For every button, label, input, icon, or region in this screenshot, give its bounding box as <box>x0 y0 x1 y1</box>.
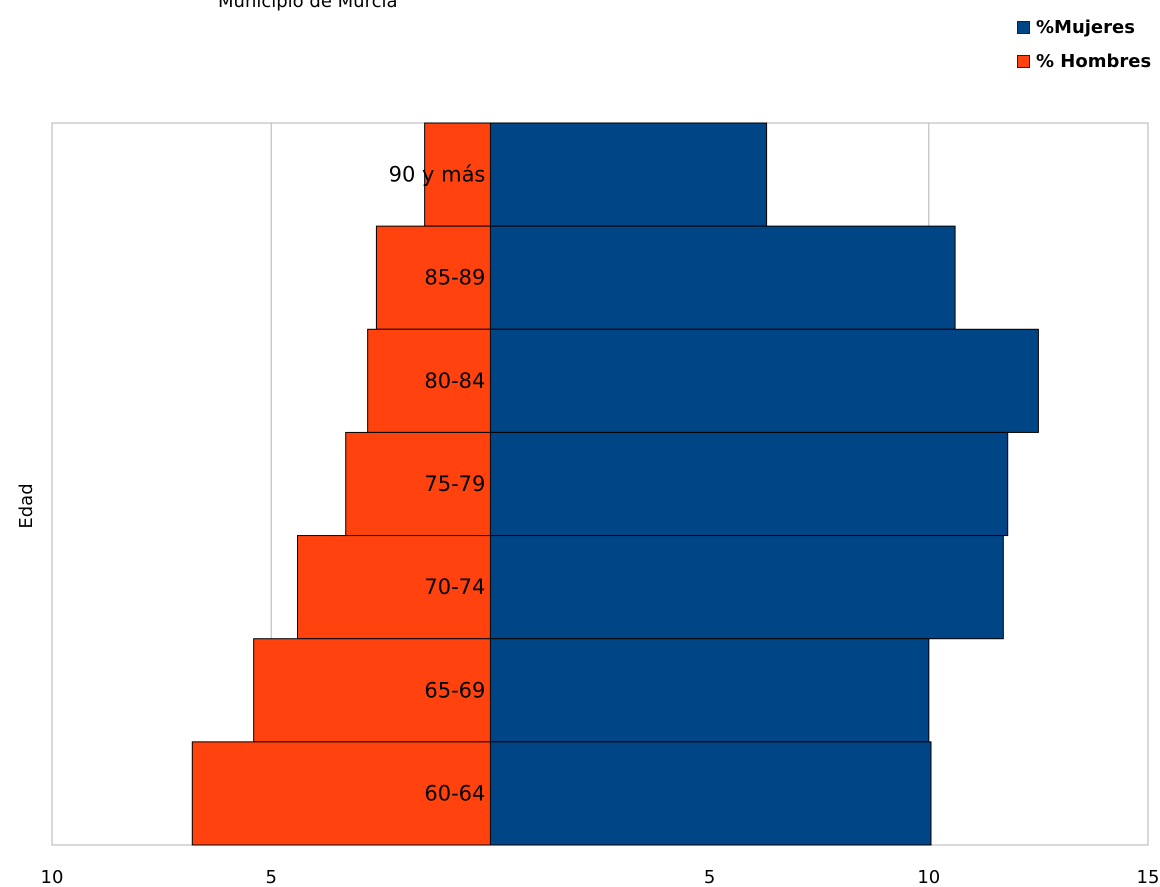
category-label: 65-69 <box>424 678 485 702</box>
bar-mujeres <box>489 225 956 330</box>
bar-hombres <box>367 328 491 433</box>
legend-swatch-mujeres <box>1017 20 1030 34</box>
category-label: 80-84 <box>424 369 485 393</box>
bar-mujeres <box>489 122 768 227</box>
bar-mujeres <box>489 741 932 846</box>
category-label: 85-89 <box>424 266 485 290</box>
category-label: 70-74 <box>424 575 485 599</box>
bar-mujeres <box>489 431 1009 537</box>
x-tick-label: 5 <box>265 867 276 887</box>
legend-item-mujeres: %Mujeres <box>1017 10 1151 44</box>
bar-hombres <box>191 741 491 846</box>
legend-label-mujeres: %Mujeres <box>1036 16 1135 38</box>
bar-mujeres <box>489 535 1004 640</box>
bar-mujeres <box>489 638 930 743</box>
legend-label-hombres: % Hombres <box>1036 50 1152 72</box>
category-label: 75-79 <box>424 472 485 496</box>
legend-swatch-hombres <box>1017 54 1030 68</box>
x-tick-label: 10 <box>41 867 64 887</box>
chart-legend: %Mujeres % Hombres <box>1017 10 1151 78</box>
x-tick-label: 5 <box>704 867 715 887</box>
bar-hombres <box>375 225 491 330</box>
legend-item-hombres: % Hombres <box>1017 44 1151 78</box>
x-tick-label: 10 <box>917 867 940 887</box>
category-label: 90 y más <box>389 163 486 187</box>
bar-hombres <box>253 638 491 743</box>
bar-hombres <box>345 431 491 537</box>
bar-hombres <box>424 122 491 227</box>
category-label: 60-64 <box>424 781 485 805</box>
bar-mujeres <box>489 328 1039 433</box>
bar-hombres <box>297 535 491 640</box>
y-axis-label: Edad <box>16 483 37 528</box>
x-tick-label: 15 <box>1137 867 1160 887</box>
chart-subtitle: Municipio de Murcia <box>218 0 398 12</box>
